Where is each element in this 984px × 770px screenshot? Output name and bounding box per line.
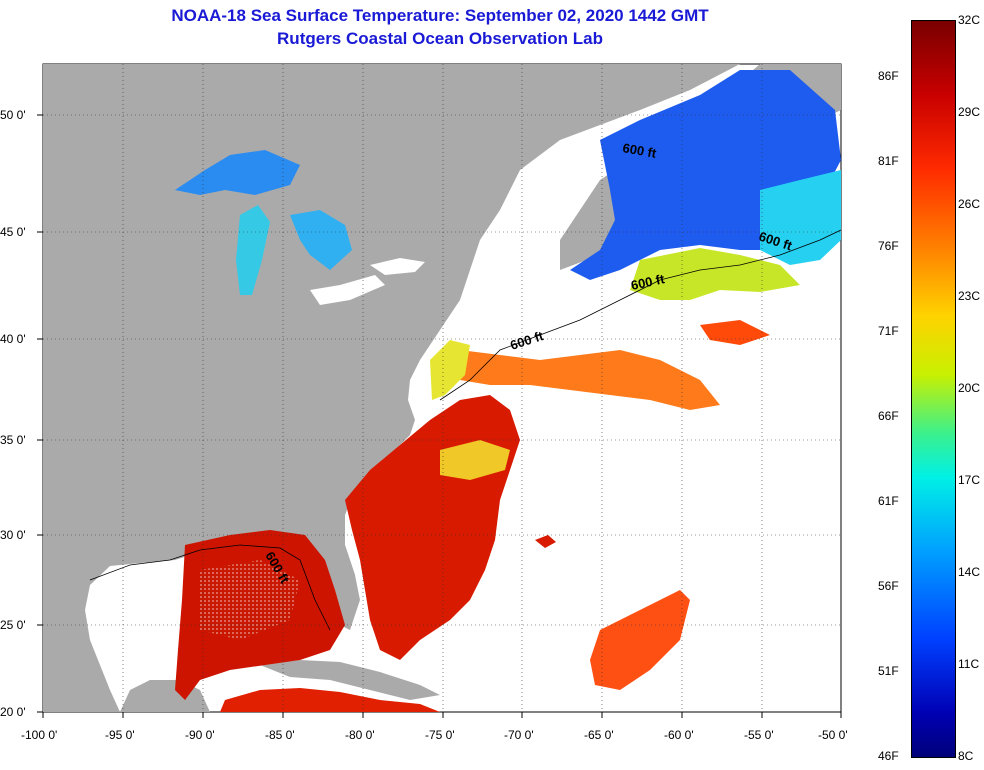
x-tick-label: -90 0': [185, 728, 215, 742]
graticule: [43, 64, 841, 712]
sst-gulf-clouds: [200, 560, 300, 640]
colorbar-celsius-label: 20C: [958, 381, 981, 395]
lake-superior: [175, 150, 300, 195]
sst-midatlantic: [430, 350, 720, 410]
colorbar-celsius-label: 17C: [958, 473, 981, 487]
x-tick-label: -70 0': [504, 728, 534, 742]
y-tick-label: 50 0': [0, 108, 26, 122]
colorbar-celsius-label: 32C: [958, 13, 981, 27]
axis-ticks: [37, 114, 842, 718]
colorbar-fahrenheit-label: 56F: [878, 579, 899, 593]
lake-ontario: [370, 258, 425, 275]
y-tick-label: 45 0': [0, 225, 26, 239]
sst-offshore-patch-1: [590, 590, 690, 690]
colorbar-fahrenheit-label: 61F: [878, 494, 899, 508]
sst-coastal-yellow: [430, 340, 470, 400]
colorbar-celsius-label: 8C: [958, 749, 974, 763]
lake-erie: [310, 275, 385, 305]
x-tick-label: -50 0': [818, 728, 848, 742]
x-tick-label: -60 0': [664, 728, 694, 742]
colorbar-fahrenheit-label: 81F: [878, 154, 899, 168]
color-bar: [911, 20, 956, 758]
sst-nj-orange: [700, 320, 770, 345]
colorbar-fahrenheit-label: 76F: [878, 239, 899, 253]
isobath-600ft: [439, 229, 842, 401]
colorbar-fahrenheit-label: 71F: [878, 324, 899, 338]
y-tick-label: 30 0': [0, 528, 26, 542]
y-tick-label: 20 0': [0, 705, 26, 719]
colorbar-celsius-label: 29C: [958, 105, 981, 119]
y-tick-label: 40 0': [0, 332, 26, 346]
colorbar-celsius-label: 23C: [958, 289, 981, 303]
y-tick-label: 25 0': [0, 618, 26, 632]
contour-label: 600 ft: [621, 140, 658, 161]
isobath-600ft-gulf: [89, 544, 331, 631]
x-tick-label: -65 0': [584, 728, 614, 742]
sst-gulfstream-yellow: [440, 440, 510, 480]
land-cuba: [260, 660, 440, 700]
x-tick-label: -80 0': [345, 728, 375, 742]
x-tick-label: -75 0': [425, 728, 455, 742]
contour-label: 600 ft: [630, 271, 667, 293]
chart-title: NOAA-18 Sea Surface Temperature: Septemb…: [171, 6, 709, 25]
colorbar-fahrenheit-label: 46F: [878, 749, 899, 763]
lake-huron: [290, 210, 352, 270]
colorbar-fahrenheit-label: 51F: [878, 664, 899, 678]
colorbar-celsius-label: 11C: [958, 657, 980, 671]
colorbar-celsius-label: 14C: [958, 565, 981, 579]
colorbar-fahrenheit-label: 86F: [878, 69, 899, 83]
sst-caribbean: [220, 688, 440, 712]
x-tick-label: -95 0': [105, 728, 135, 742]
colorbar-celsius-label: 26C: [958, 197, 981, 211]
y-tick-label: 35 0': [0, 433, 26, 447]
sst-cool-region: [760, 170, 841, 265]
x-tick-label: -100 0': [21, 728, 58, 742]
sst-offshore-patch-2: [535, 535, 556, 548]
lake-michigan: [236, 205, 270, 295]
x-tick-label: -55 0': [744, 728, 774, 742]
chart-subtitle: Rutgers Coastal Ocean Observation Lab: [277, 29, 603, 48]
colorbar-fahrenheit-label: 66F: [878, 409, 899, 423]
x-tick-label: -85 0': [265, 728, 295, 742]
